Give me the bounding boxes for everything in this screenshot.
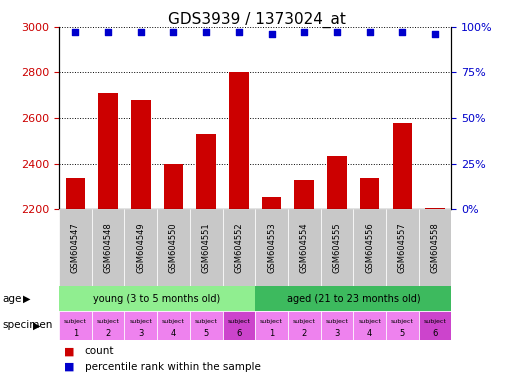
Bar	[223, 209, 255, 286]
Text: subject: subject	[391, 319, 414, 324]
Text: subject: subject	[195, 319, 218, 324]
Bar	[190, 209, 223, 286]
Bar	[353, 311, 386, 340]
Text: GSM604554: GSM604554	[300, 222, 309, 273]
Text: 6: 6	[236, 329, 242, 338]
Text: 1: 1	[73, 329, 78, 338]
Bar	[164, 164, 183, 209]
Bar	[419, 311, 451, 340]
Text: young (3 to 5 months old): young (3 to 5 months old)	[93, 293, 221, 304]
Text: subject: subject	[129, 319, 152, 324]
Bar	[262, 197, 281, 209]
Text: ■: ■	[64, 362, 74, 372]
Text: GSM604556: GSM604556	[365, 222, 374, 273]
Bar	[386, 311, 419, 340]
Text: 3: 3	[138, 329, 144, 338]
Bar	[327, 156, 347, 209]
Point	[169, 29, 177, 35]
Text: 5: 5	[204, 329, 209, 338]
Bar	[321, 209, 353, 286]
Point	[104, 29, 112, 35]
Bar	[92, 311, 124, 340]
Text: GSM604551: GSM604551	[202, 222, 211, 273]
Point	[136, 29, 145, 35]
Text: GSM604552: GSM604552	[234, 222, 243, 273]
Point	[71, 29, 80, 35]
Bar	[157, 311, 190, 340]
Bar	[59, 311, 92, 340]
Point	[202, 29, 210, 35]
Bar	[392, 122, 412, 209]
Point	[235, 29, 243, 35]
Bar	[229, 73, 249, 209]
Text: GDS3939 / 1373024_at: GDS3939 / 1373024_at	[168, 12, 345, 28]
Text: GSM604553: GSM604553	[267, 222, 276, 273]
Text: GSM604557: GSM604557	[398, 222, 407, 273]
Bar	[92, 209, 124, 286]
Bar	[288, 209, 321, 286]
Bar	[98, 93, 118, 209]
Point	[333, 29, 341, 35]
Text: 6: 6	[432, 329, 438, 338]
Text: subject: subject	[358, 319, 381, 324]
Bar	[321, 311, 353, 340]
Text: 5: 5	[400, 329, 405, 338]
Text: GSM604547: GSM604547	[71, 222, 80, 273]
Text: ▶: ▶	[33, 320, 41, 331]
Text: ▶: ▶	[23, 293, 31, 304]
Text: percentile rank within the sample: percentile rank within the sample	[85, 362, 261, 372]
Text: subject: subject	[64, 319, 87, 324]
Bar	[59, 286, 255, 311]
Text: subject: subject	[293, 319, 315, 324]
Point	[431, 31, 439, 37]
Bar	[425, 208, 445, 209]
Bar	[196, 134, 216, 209]
Text: GSM604549: GSM604549	[136, 222, 145, 273]
Text: age: age	[3, 293, 22, 304]
Bar	[419, 209, 451, 286]
Text: GSM604550: GSM604550	[169, 222, 178, 273]
Point	[267, 31, 275, 37]
Bar	[255, 311, 288, 340]
Bar	[190, 311, 223, 340]
Bar	[157, 209, 190, 286]
Text: subject: subject	[326, 319, 348, 324]
Point	[366, 29, 374, 35]
Text: ■: ■	[64, 346, 74, 356]
Text: GSM604548: GSM604548	[104, 222, 112, 273]
Bar	[386, 209, 419, 286]
Bar	[288, 311, 321, 340]
Bar	[66, 179, 85, 209]
Bar	[255, 209, 288, 286]
Bar	[353, 209, 386, 286]
Text: 1: 1	[269, 329, 274, 338]
Bar	[131, 100, 150, 209]
Text: subject: subject	[162, 319, 185, 324]
Bar	[360, 179, 380, 209]
Text: subject: subject	[96, 319, 120, 324]
Point	[300, 29, 308, 35]
Text: 2: 2	[106, 329, 111, 338]
Bar	[255, 286, 451, 311]
Text: subject: subject	[260, 319, 283, 324]
Text: 4: 4	[171, 329, 176, 338]
Text: aged (21 to 23 months old): aged (21 to 23 months old)	[287, 293, 420, 304]
Text: subject: subject	[227, 319, 250, 324]
Text: GSM604555: GSM604555	[332, 222, 342, 273]
Bar	[124, 209, 157, 286]
Text: 4: 4	[367, 329, 372, 338]
Bar	[59, 209, 92, 286]
Text: 2: 2	[302, 329, 307, 338]
Bar	[124, 311, 157, 340]
Bar	[294, 180, 314, 209]
Text: GSM604558: GSM604558	[430, 222, 440, 273]
Point	[398, 29, 406, 35]
Text: count: count	[85, 346, 114, 356]
Text: 3: 3	[334, 329, 340, 338]
Text: specimen: specimen	[3, 320, 53, 331]
Text: subject: subject	[424, 319, 446, 324]
Bar	[223, 311, 255, 340]
